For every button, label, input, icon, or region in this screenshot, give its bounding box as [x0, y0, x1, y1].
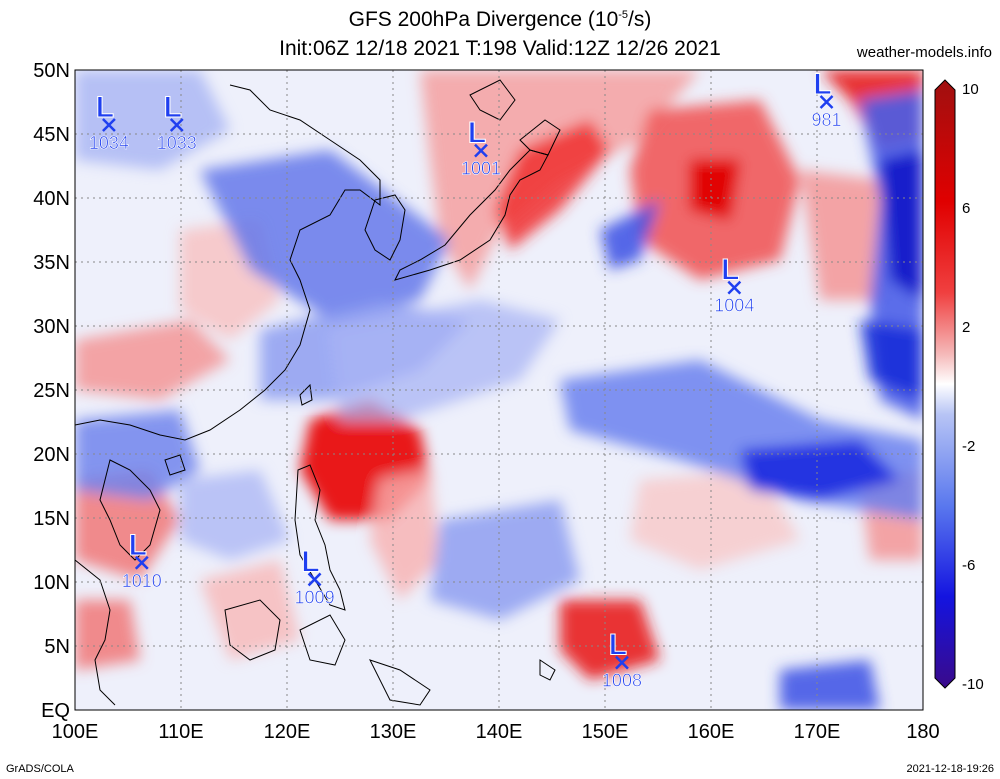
footer-timestamp: 2021-12-18-19:26 — [906, 763, 994, 775]
colorbar-label: -6 — [962, 557, 975, 574]
low-center-mark — [134, 555, 149, 570]
low-pressure-value: 1034 — [89, 133, 129, 153]
plot-frame — [74, 69, 924, 711]
low-pressure-value: 1008 — [602, 671, 642, 691]
colorbar-label: -2 — [962, 438, 975, 455]
low-letter: L — [164, 91, 182, 124]
low-marker: L 1001 — [461, 116, 502, 179]
low-marker: L 1033 — [156, 91, 197, 154]
lat-label: 50N — [33, 60, 70, 82]
lat-axis: 50N 45N 40N 35N 30N 25N 20N 15N 10N 5N E… — [33, 60, 70, 722]
lat-label: 45N — [33, 124, 70, 146]
low-pressure-value: 1009 — [295, 587, 335, 607]
lat-label: 15N — [33, 508, 70, 530]
lat-label: 20N — [33, 444, 70, 466]
colorbar-label: 6 — [962, 200, 970, 217]
low-marker: L 1009 — [294, 545, 335, 608]
grid — [75, 70, 923, 710]
lon-label: 140E — [476, 721, 523, 743]
lon-label: 100E — [52, 721, 99, 743]
low-marker: L 1034 — [89, 91, 130, 154]
low-center-mark — [615, 655, 629, 670]
low-center-mark — [819, 95, 834, 109]
coastlines — [75, 79, 561, 706]
site-credit: weather-models.info — [856, 44, 992, 61]
divergence-field — [75, 70, 923, 710]
lat-label: EQ — [41, 700, 70, 722]
low-center-mark — [474, 143, 488, 158]
low-center-mark — [727, 280, 742, 295]
low-letter: L — [96, 91, 114, 124]
lon-label: 110E — [158, 721, 203, 743]
low-pressure-value: 1033 — [157, 133, 197, 153]
lon-label: 130E — [370, 721, 417, 743]
colorbar-label: 2 — [962, 319, 970, 336]
lat-label: 10N — [33, 572, 70, 594]
low-marker: L 1010 — [121, 528, 162, 591]
chart-title: GFS 200hPa Divergence (10-5/s) — [348, 8, 652, 31]
colorbar: 10 6 2 -2 -6 -10 — [934, 79, 984, 693]
low-letter: L — [129, 529, 147, 562]
low-letter: L — [301, 545, 319, 578]
colorbar-label: 10 — [962, 81, 979, 98]
lon-label: 170E — [794, 721, 841, 743]
colorbar-bar — [934, 79, 956, 689]
lon-label: 160E — [688, 721, 735, 743]
low-pressure-value: 1001 — [461, 159, 501, 179]
low-pressure-value: 981 — [812, 110, 842, 130]
low-pressure-markers: L 1034 L 1033 L 1001 L 981 L 1004 L 1010 L 1009 L 1008 — [89, 68, 842, 691]
low-letter: L — [721, 254, 739, 287]
low-center-mark — [102, 118, 116, 132]
lat-label: 40N — [33, 188, 70, 210]
low-marker: L 1004 — [714, 253, 755, 316]
low-letter: L — [813, 68, 831, 101]
lon-axis: 100E 110E 120E 130E 140E 150E 160E 170E … — [52, 721, 940, 743]
lon-label: 180 — [906, 721, 939, 743]
low-letter: L — [609, 629, 627, 662]
lat-label: 5N — [44, 636, 70, 658]
low-center-mark — [169, 118, 184, 132]
colorbar-label: -10 — [962, 676, 984, 693]
low-center-mark — [307, 572, 322, 587]
lon-label: 150E — [582, 721, 629, 743]
lat-label: 25N — [33, 380, 70, 402]
lat-label: 30N — [33, 316, 70, 338]
lat-label: 35N — [33, 252, 70, 274]
low-pressure-value: 1010 — [122, 571, 162, 591]
lon-label: 120E — [264, 721, 311, 743]
low-marker: L 981 — [811, 68, 842, 131]
low-pressure-value: 1004 — [714, 296, 754, 316]
low-marker: L 1008 — [602, 628, 643, 691]
chart-subtitle: Init:06Z 12/18 2021 T:198 Valid:12Z 12/2… — [279, 37, 721, 60]
footer-software: GrADS/COLA — [6, 763, 74, 775]
low-letter: L — [468, 117, 486, 150]
